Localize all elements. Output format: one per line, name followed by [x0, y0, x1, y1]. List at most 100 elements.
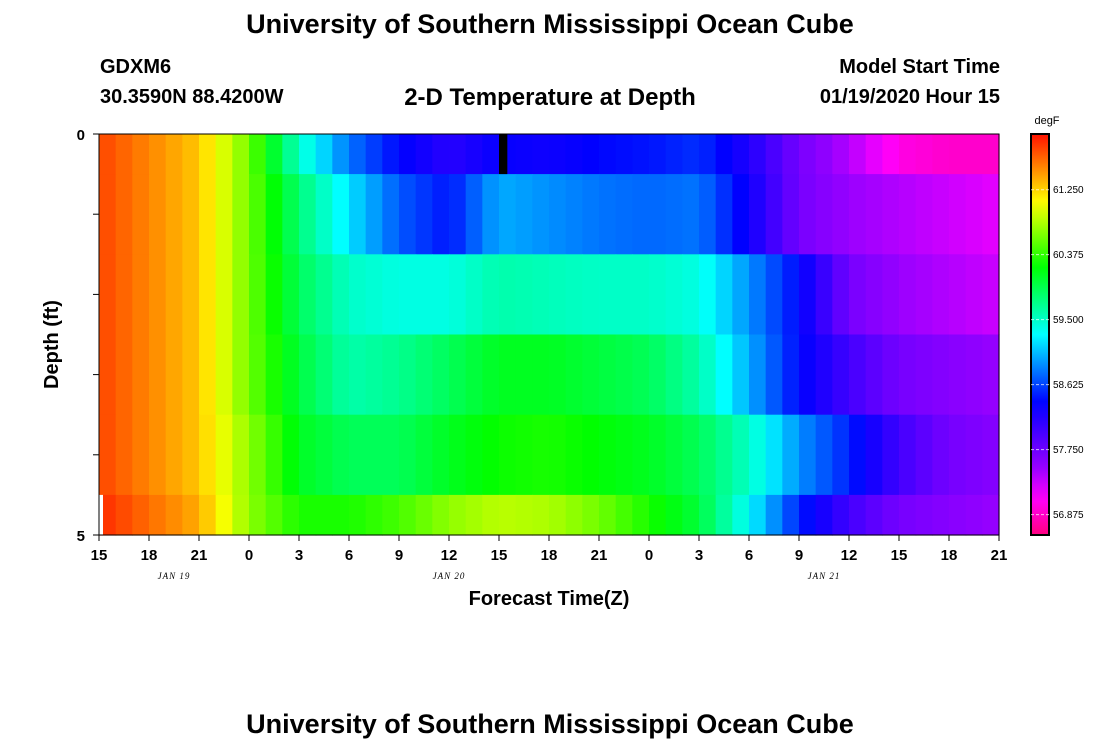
heatmap-cell [782, 254, 800, 336]
heatmap-cell [249, 134, 267, 175]
heatmap-cell [449, 494, 467, 536]
heatmap-cell [282, 134, 300, 175]
heatmap-cell [982, 254, 1000, 336]
heatmap-cell [532, 414, 550, 496]
heatmap-cell [749, 334, 767, 416]
heatmap-cell [165, 414, 183, 496]
heatmap-cell [915, 174, 933, 255]
heatmap-cell [599, 494, 617, 536]
heatmap-cell [499, 174, 517, 255]
heatmap-cell [299, 134, 317, 175]
heatmap-cell [365, 134, 383, 175]
heatmap-cell [149, 414, 167, 496]
heatmap-cell [665, 174, 683, 255]
heatmap-cell [715, 414, 733, 496]
heatmap-cell [615, 334, 633, 416]
heatmap-cell [982, 494, 1000, 536]
heatmap-cell [432, 134, 450, 175]
heatmap-cell [749, 494, 767, 536]
heatmap-cell [782, 174, 800, 255]
heatmap-cell [882, 414, 900, 496]
heatmap-cell [199, 174, 217, 255]
heatmap-cell [399, 414, 417, 496]
heatmap-cell [349, 494, 367, 536]
missing-data-cell [499, 134, 508, 175]
heatmap-cell [515, 494, 533, 536]
heatmap-cell [199, 134, 217, 175]
heatmap-cell [215, 134, 233, 175]
heatmap-cell [132, 414, 150, 496]
heatmap-cell [465, 174, 483, 255]
heatmap-cell [465, 494, 483, 536]
heatmap-cell [499, 494, 517, 536]
heatmap-cell [665, 414, 683, 496]
heatmap-cell [649, 134, 667, 175]
heatmap-cell [832, 134, 850, 175]
colorbar-tick-label: 57.750 [1053, 445, 1084, 456]
heatmap-cell [182, 494, 200, 536]
heatmap-cell [482, 174, 500, 255]
heatmap-cell [699, 494, 717, 536]
heatmap-cell [749, 414, 767, 496]
heatmap-cell [882, 134, 900, 175]
heatmap-cell [632, 334, 650, 416]
x-tick-label: 9 [395, 547, 403, 564]
heatmap-cell [682, 134, 700, 175]
heatmap-cell [415, 174, 433, 255]
heatmap-cell [165, 254, 183, 336]
x-date-label: JAN 20 [433, 571, 466, 581]
heatmap-cell [199, 254, 217, 336]
heatmap-cell [332, 414, 350, 496]
heatmap-cell [132, 494, 150, 536]
footer-title: University of Southern Mississippi Ocean… [246, 709, 854, 739]
x-tick-label: 18 [941, 547, 958, 564]
heatmap-cell [432, 174, 450, 255]
heatmap-cell [549, 174, 567, 255]
heatmap-cell [165, 334, 183, 416]
heatmap-cell [565, 254, 583, 336]
heatmap-cell [799, 414, 817, 496]
heatmap-cell [382, 254, 400, 336]
missing-data-cell [99, 494, 103, 535]
heatmap-cell [582, 174, 600, 255]
heatmap-cell [965, 494, 983, 536]
heatmap-cell [382, 414, 400, 496]
heatmap-cell [815, 494, 833, 536]
heatmap-cell [449, 134, 467, 175]
heatmap-cell [665, 334, 683, 416]
heatmap-cell [182, 334, 200, 416]
heatmap-cell [299, 334, 317, 416]
heatmap-cell [232, 254, 250, 336]
heatmap-cell [165, 494, 183, 536]
x-tick-label: 12 [841, 547, 858, 564]
heatmap-cell [815, 174, 833, 255]
heatmap-cell [682, 174, 700, 255]
heatmap-cell [532, 134, 550, 175]
heatmap-cell [99, 414, 117, 496]
heatmap-cell [915, 414, 933, 496]
heatmap-cell [249, 414, 267, 496]
heatmap-cell [582, 254, 600, 336]
heatmap-cell [515, 134, 533, 175]
heatmap-cell [232, 174, 250, 255]
heatmap-cell [915, 334, 933, 416]
heatmap-cell [315, 494, 333, 536]
heatmap-cell [265, 254, 283, 336]
heatmap-cell [899, 254, 917, 336]
heatmap-cell [315, 254, 333, 336]
station-id: GDXM6 [100, 56, 172, 78]
x-tick-label: 21 [191, 547, 208, 564]
heatmap-cell [732, 174, 750, 255]
heatmap-cell [282, 254, 300, 336]
heatmap-cell [799, 254, 817, 336]
heatmap-cell [582, 134, 600, 175]
heatmap-cell [882, 174, 900, 255]
colorbar [1030, 133, 1050, 536]
heatmap-cell [482, 254, 500, 336]
heatmap-cell [582, 414, 600, 496]
y-axis-title: Depth (ft) [41, 300, 63, 389]
page-title: University of Southern Mississippi Ocean… [246, 9, 854, 39]
heatmap-cell [349, 174, 367, 255]
heatmap-cell [715, 494, 733, 536]
heatmap-cell [415, 414, 433, 496]
